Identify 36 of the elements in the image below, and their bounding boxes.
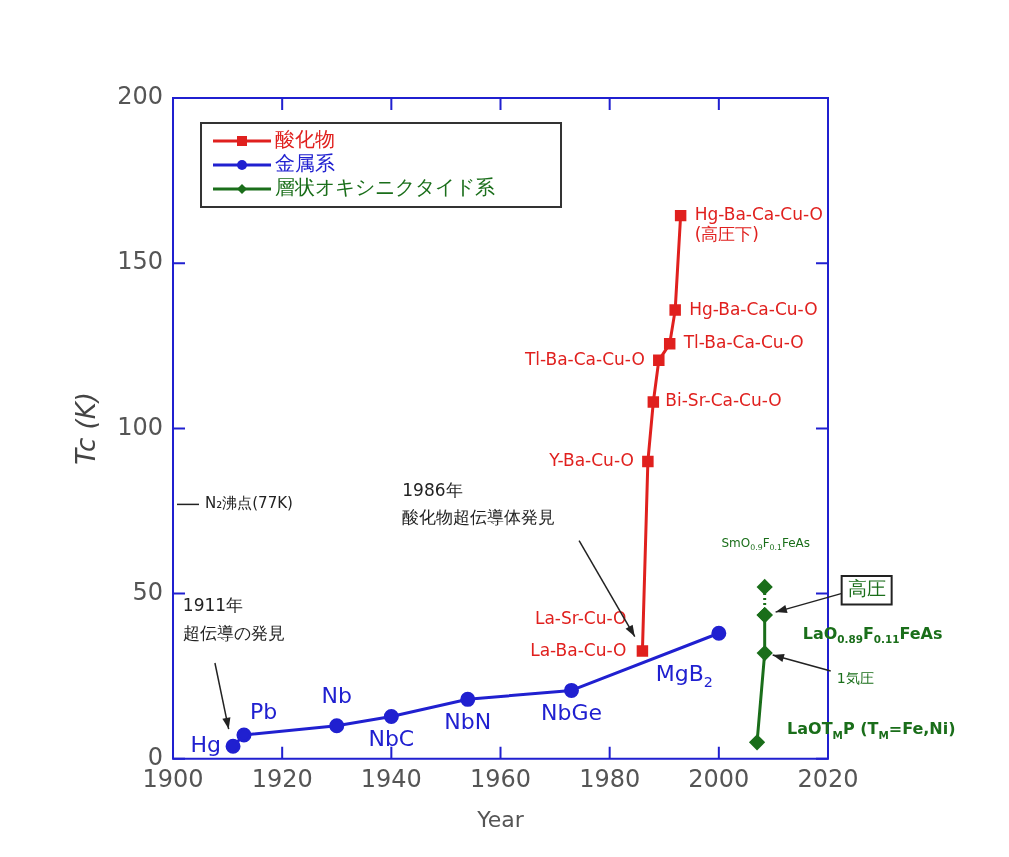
x-axis-title: Year [476,806,525,832]
x-tick-label: 1940 [360,765,422,794]
annotation: Hg-Ba-Ca-Cu-O [689,298,818,319]
annotation: NbC [368,726,415,752]
annotation: Hg [190,731,222,757]
y-tick-label: 200 [117,82,164,111]
annotation: Tl-Ba-Ca-Cu-O [523,348,645,369]
x-tick-label: 1980 [579,765,641,794]
annotation: Y-Ba-Cu-O [548,449,634,470]
annotation: Nb [321,683,352,709]
annotation: La-Sr-Cu-O [534,607,627,628]
legend-label: 層状オキシニクタイド系 [275,175,496,200]
annotation: Tl-Ba-Ca-Cu-O [682,332,804,353]
annotation: 1気圧 [836,669,874,686]
annotation: NbN [444,709,492,735]
ref-line-label: N₂沸点(77K) [205,494,293,513]
x-tick-label: 2000 [688,765,750,794]
annotation: 1911年 [182,595,244,616]
annotation: NbGe [540,700,602,726]
y-axis-title: Tc (K) [70,392,101,465]
annotation: Pb [249,698,278,724]
annotation: Bi-Sr-Ca-Cu-O [665,390,782,411]
text: 高圧 [847,577,886,600]
annotation: 酸化物超伝導体発見 [402,507,556,528]
y-tick-label: 150 [117,247,164,276]
y-tick-label: 100 [117,412,164,441]
x-tick-label: 2020 [797,765,859,794]
x-tick-label: 1920 [251,765,313,794]
annotation: 1986年 [402,479,463,500]
annotation: La-Ba-Cu-O [530,639,627,660]
legend-label: 金属系 [275,151,336,176]
annotation: 超伝導の発見 [182,622,285,643]
annotation: Hg-Ba-Ca-Cu-O (高圧下) [694,204,823,244]
y-tick-label: 50 [132,577,164,606]
x-tick-label: 1960 [469,765,532,794]
legend-label: 酸化物 [275,127,336,152]
